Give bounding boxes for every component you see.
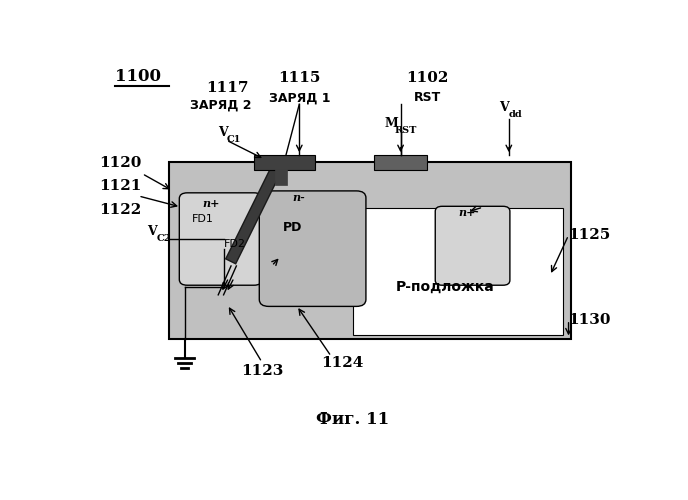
- Text: C1: C1: [227, 135, 241, 144]
- Text: 1124: 1124: [321, 356, 363, 370]
- Text: ЗАРЯД 2: ЗАРЯД 2: [190, 99, 252, 112]
- Text: dd: dd: [509, 110, 523, 118]
- Text: FD1: FD1: [191, 214, 213, 224]
- Bar: [353, 208, 563, 336]
- Text: RST: RST: [413, 92, 441, 104]
- Text: V: V: [217, 126, 228, 139]
- Bar: [169, 162, 571, 339]
- Text: 1100: 1100: [116, 68, 161, 85]
- Text: n+: n+: [202, 198, 219, 209]
- Text: 1115: 1115: [278, 71, 321, 85]
- Text: Р-подложка: Р-подложка: [396, 280, 494, 294]
- FancyBboxPatch shape: [180, 193, 262, 285]
- Text: FD2: FD2: [224, 238, 246, 248]
- Text: M: M: [385, 117, 398, 130]
- Text: RST: RST: [394, 126, 416, 134]
- Text: V: V: [499, 101, 509, 114]
- Text: ЗАРЯД 1: ЗАРЯД 1: [268, 92, 330, 104]
- Text: V: V: [147, 226, 157, 238]
- Text: 1102: 1102: [406, 71, 449, 85]
- Text: 1123: 1123: [241, 364, 283, 378]
- Text: 1130: 1130: [568, 313, 611, 327]
- FancyBboxPatch shape: [259, 191, 366, 306]
- Text: n-: n-: [292, 192, 305, 203]
- Text: 1121: 1121: [99, 179, 142, 193]
- Text: Фиг. 11: Фиг. 11: [316, 410, 389, 428]
- Text: C2: C2: [157, 234, 171, 244]
- FancyBboxPatch shape: [436, 206, 510, 285]
- Text: n+: n+: [458, 207, 475, 218]
- Text: 1120: 1120: [99, 156, 142, 170]
- Text: 1117: 1117: [206, 80, 248, 94]
- Text: PD: PD: [283, 222, 302, 234]
- Bar: [275, 169, 287, 185]
- Bar: [374, 155, 427, 170]
- Text: 1125: 1125: [568, 228, 611, 242]
- Text: 1122: 1122: [99, 202, 142, 216]
- Bar: [254, 155, 315, 170]
